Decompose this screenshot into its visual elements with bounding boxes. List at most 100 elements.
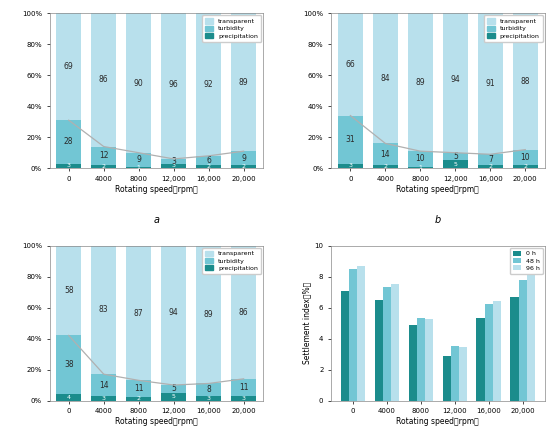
Legend: transparent, turbidity, precipitation: transparent, turbidity, precipitation: [202, 15, 261, 42]
Text: 38: 38: [64, 360, 74, 369]
Text: 86: 86: [99, 76, 108, 85]
Bar: [443, 7, 468, 153]
Text: 8: 8: [206, 385, 211, 394]
Text: 92: 92: [204, 80, 213, 89]
Bar: [383, 287, 391, 400]
Bar: [56, 120, 81, 164]
Text: 9: 9: [136, 155, 141, 164]
Bar: [476, 319, 485, 400]
Text: 2: 2: [383, 164, 387, 169]
Bar: [338, 13, 363, 116]
Bar: [485, 304, 493, 400]
Bar: [196, 384, 221, 396]
Bar: [478, 154, 503, 165]
Bar: [56, 246, 81, 336]
Text: b: b: [434, 214, 441, 225]
Bar: [91, 165, 116, 168]
Bar: [391, 284, 399, 400]
Bar: [126, 246, 151, 380]
Text: 3: 3: [241, 396, 246, 400]
Bar: [56, 13, 81, 120]
Text: 86: 86: [239, 308, 249, 317]
Bar: [338, 116, 363, 164]
Bar: [338, 164, 363, 168]
Text: 14: 14: [381, 150, 390, 159]
Bar: [408, 13, 433, 151]
Bar: [231, 246, 256, 379]
Bar: [91, 396, 116, 400]
Bar: [126, 167, 151, 168]
Text: 87: 87: [134, 308, 144, 317]
Bar: [513, 13, 538, 150]
Bar: [126, 397, 151, 400]
Bar: [450, 346, 459, 401]
Text: 96: 96: [169, 80, 179, 89]
Text: 89: 89: [239, 78, 249, 87]
Bar: [349, 269, 357, 400]
Text: 6: 6: [206, 156, 211, 165]
Text: 3: 3: [348, 163, 353, 168]
Bar: [91, 374, 116, 396]
Bar: [91, 146, 116, 165]
Bar: [373, 143, 398, 165]
Bar: [231, 396, 256, 400]
Text: 2: 2: [207, 164, 211, 169]
X-axis label: Rotating speed（rpm）: Rotating speed（rpm）: [397, 417, 479, 426]
Bar: [443, 161, 468, 168]
Bar: [493, 301, 501, 400]
Y-axis label: Settlement index（%）: Settlement index（%）: [302, 282, 312, 364]
Text: 1: 1: [137, 165, 141, 170]
Text: 58: 58: [64, 286, 74, 295]
Text: 2: 2: [488, 164, 492, 169]
Bar: [408, 167, 433, 168]
Text: 90: 90: [134, 78, 144, 88]
Text: 89: 89: [204, 310, 213, 319]
Bar: [527, 275, 535, 400]
Bar: [196, 156, 221, 165]
Text: 4: 4: [67, 395, 71, 400]
Text: 9: 9: [241, 154, 246, 162]
Text: 12: 12: [99, 151, 108, 160]
Text: 11: 11: [239, 383, 249, 392]
Text: 28: 28: [64, 138, 74, 146]
Text: 83: 83: [99, 305, 108, 315]
Text: 1: 1: [419, 165, 422, 170]
Text: 3: 3: [102, 396, 106, 400]
Text: 5: 5: [453, 152, 458, 161]
X-axis label: Rotating speed（rpm）: Rotating speed（rpm）: [115, 185, 197, 194]
Bar: [56, 394, 81, 400]
Text: 94: 94: [169, 308, 179, 317]
Bar: [161, 164, 186, 168]
X-axis label: Rotating speed（rpm）: Rotating speed（rpm）: [397, 185, 479, 194]
Legend: 0 h, 48 h, 96 h: 0 h, 48 h, 96 h: [510, 247, 543, 274]
Bar: [231, 379, 256, 396]
Bar: [161, 385, 186, 393]
Bar: [91, 246, 116, 374]
Bar: [196, 396, 221, 400]
Text: 3: 3: [207, 396, 211, 400]
Bar: [196, 13, 221, 156]
Bar: [231, 165, 256, 168]
Bar: [373, 13, 398, 143]
Legend: transparent, turbidity, precipitation: transparent, turbidity, precipitation: [484, 15, 543, 42]
Bar: [425, 319, 433, 400]
Text: 10: 10: [415, 154, 425, 163]
Bar: [408, 151, 433, 167]
Bar: [513, 165, 538, 168]
Bar: [231, 13, 256, 151]
Bar: [357, 266, 365, 400]
Bar: [478, 165, 503, 168]
Bar: [161, 393, 186, 400]
Text: 84: 84: [381, 74, 390, 83]
Text: 88: 88: [520, 77, 530, 86]
Text: 2: 2: [137, 396, 141, 401]
Legend: transparent, turbidity, precipitation: transparent, turbidity, precipitation: [202, 247, 261, 274]
Text: 3: 3: [67, 163, 71, 168]
Bar: [161, 159, 186, 164]
Bar: [126, 380, 151, 397]
Bar: [510, 297, 519, 400]
X-axis label: Rotating speed（rpm）: Rotating speed（rpm）: [115, 417, 197, 426]
Text: 2: 2: [241, 164, 246, 169]
Text: 94: 94: [450, 76, 460, 85]
Text: 91: 91: [486, 79, 495, 88]
